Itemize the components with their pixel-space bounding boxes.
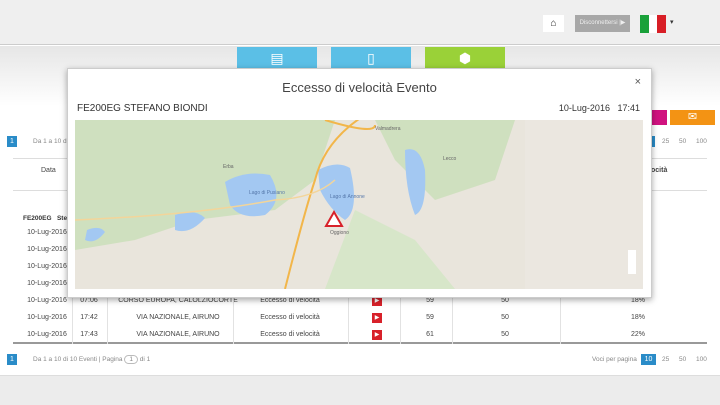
pagination-summary-top: Da 1 a 10 di xyxy=(33,138,69,145)
header-speed[interactable]: ocità xyxy=(651,167,668,174)
logout-button[interactable]: Disconnettersi |▶ xyxy=(575,15,630,32)
per-page-25[interactable]: 25 xyxy=(662,356,670,363)
cell-limit: 50 xyxy=(501,314,509,321)
modal-vehicle: FE200EG STEFANO BIONDI xyxy=(77,103,208,114)
svg-text:Lago di Annone: Lago di Annone xyxy=(330,194,365,200)
table-row[interactable]: 10-Lug-2016 xyxy=(13,259,707,276)
header-date[interactable]: Data xyxy=(41,167,56,174)
cell-address: VIA NAZIONALE, AIRUNO xyxy=(136,331,220,338)
per-page-10[interactable]: 10 xyxy=(641,354,656,365)
cell-time: 17:43 xyxy=(80,331,98,338)
close-icon[interactable]: × xyxy=(634,76,641,88)
cell-pct: 18% xyxy=(630,297,646,304)
mail-button[interactable]: ✉ xyxy=(670,110,715,125)
svg-text:Valmadrera: Valmadrera xyxy=(375,126,401,132)
page-1-button-bottom[interactable]: 1 xyxy=(7,354,17,365)
cell-date: 10-Lug-2016 xyxy=(27,280,67,287)
per-page-50-top[interactable]: 50 xyxy=(679,138,687,145)
play-icon[interactable]: ▶ xyxy=(372,313,382,323)
pagination-summary: Da 1 a 10 di 10 Eventi | Pagina 1 di 1 xyxy=(33,355,151,364)
svg-text:Erba: Erba xyxy=(223,164,234,170)
cell-speed: 61 xyxy=(426,331,434,338)
per-page-100-top[interactable]: 100 xyxy=(696,138,707,145)
modal-date: 10-Lug-2016 xyxy=(558,103,610,113)
document-icon: ▤ xyxy=(270,50,284,66)
package-icon: ⬢ xyxy=(458,50,472,66)
speeding-event-modal: Eccesso di velocità Evento × FE200EG STE… xyxy=(67,68,652,298)
table-row[interactable]: 10-Lug-2016 17:42 VIA NAZIONALE, AIRUNO Ecc… xyxy=(13,310,707,327)
page-1-button[interactable]: 1 xyxy=(7,136,17,147)
group-vehicle: FE200EG xyxy=(23,215,52,222)
svg-text:Lecco: Lecco xyxy=(443,156,457,162)
svg-text:Oggiono: Oggiono xyxy=(330,230,349,236)
cell-date: 10-Lug-2016 xyxy=(27,331,67,338)
language-flag-italy[interactable] xyxy=(640,15,667,33)
cell-pct: 18% xyxy=(630,314,646,321)
tile-documents[interactable]: ▤ xyxy=(237,47,317,69)
event-map[interactable]: Lago di Pusiano Lago di Annone Oggiono V… xyxy=(75,120,643,289)
cell-limit: 50 xyxy=(501,331,509,338)
cell-time: 07:06 xyxy=(80,297,98,304)
modal-time: 17:41 xyxy=(617,103,640,113)
per-page-100[interactable]: 100 xyxy=(696,356,707,363)
cell-time: 17:42 xyxy=(80,314,98,321)
footer xyxy=(0,375,720,405)
play-icon[interactable]: ▶ xyxy=(372,296,382,306)
cell-pct: 22% xyxy=(630,331,646,338)
report-icon: ▯ xyxy=(367,50,375,66)
mail-icon: ✉ xyxy=(687,111,698,123)
tile-packages[interactable]: ⬢ xyxy=(425,47,505,69)
cell-limit: 50 xyxy=(501,297,509,304)
page-of: di 1 xyxy=(139,356,151,363)
vehicle-group-label: FE200EG Stefa xyxy=(23,215,73,222)
cell-date: 10-Lug-2016 xyxy=(27,314,67,321)
cell-date: 10-Lug-2016 xyxy=(27,246,67,253)
modal-title: Eccesso di velocità Evento xyxy=(282,80,437,95)
cell-address: VIA NAZIONALE, AIRUNO xyxy=(136,314,220,321)
lake-annone xyxy=(318,164,354,220)
tile-reports[interactable]: ▯ xyxy=(331,47,411,69)
table-row[interactable]: 10-Lug-2016 xyxy=(13,276,707,293)
table-row[interactable]: 10-Lug-2016 xyxy=(13,225,707,242)
top-bar: ⌂ Disconnettersi |▶ ▾ xyxy=(0,0,720,45)
table-row[interactable]: 10-Lug-2016 07:06 CORSO EUROPA, CALOLZIOCO… xyxy=(13,293,707,310)
cell-event: Eccesso di velocità xyxy=(260,297,320,304)
cell-date: 10-Lug-2016 xyxy=(27,229,67,236)
per-page-50[interactable]: 50 xyxy=(679,356,687,363)
summary-text: Da 1 a 10 di 10 Eventi | Pagina xyxy=(33,356,123,363)
table-row[interactable]: 10-Lug-2016 xyxy=(13,242,707,259)
cell-speed: 59 xyxy=(426,297,434,304)
cell-event: Eccesso di velocità xyxy=(260,314,320,321)
cell-date: 10-Lug-2016 xyxy=(27,297,67,304)
cell-date: 10-Lug-2016 xyxy=(27,263,67,270)
page-input[interactable]: 1 xyxy=(124,355,138,364)
chevron-down-icon[interactable]: ▾ xyxy=(670,19,674,26)
modal-datetime: 10-Lug-2016 17:41 xyxy=(559,103,640,113)
per-page-25-top[interactable]: 25 xyxy=(662,138,670,145)
cell-event: Eccesso di velocità xyxy=(260,331,320,338)
cell-speed: 59 xyxy=(426,314,434,321)
cell-address: CORSO EUROPA, CALOLZIOCORTE xyxy=(118,297,238,304)
per-page-label: Voci per pagina xyxy=(592,356,637,363)
home-icon[interactable]: ⌂ xyxy=(543,15,564,32)
table-row[interactable]: 10-Lug-2016 17:43 VIA NAZIONALE, AIRUNO Ecc… xyxy=(13,327,707,344)
svg-text:Lago di Pusiano: Lago di Pusiano xyxy=(249,190,285,196)
event-warning-marker xyxy=(324,209,344,227)
group-driver: Stefa xyxy=(56,215,73,222)
play-icon[interactable]: ▶ xyxy=(372,330,382,340)
